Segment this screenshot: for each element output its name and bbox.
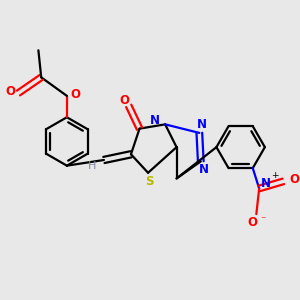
Text: H: H bbox=[88, 161, 97, 171]
Text: +: + bbox=[271, 171, 279, 180]
Text: N: N bbox=[199, 164, 208, 176]
Text: N: N bbox=[260, 177, 270, 190]
Text: N: N bbox=[197, 118, 207, 131]
Text: N: N bbox=[150, 114, 160, 127]
Text: O: O bbox=[247, 216, 257, 229]
Text: O: O bbox=[5, 85, 16, 98]
Text: ⁻: ⁻ bbox=[261, 215, 266, 225]
Text: O: O bbox=[289, 173, 299, 186]
Text: S: S bbox=[145, 175, 154, 188]
Text: O: O bbox=[119, 94, 129, 106]
Text: O: O bbox=[70, 88, 80, 101]
